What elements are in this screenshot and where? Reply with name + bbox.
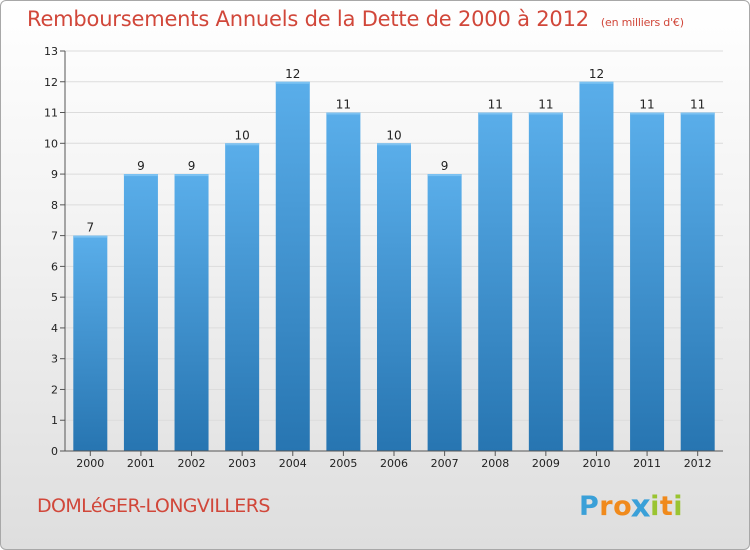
logo-letter: i — [650, 491, 660, 522]
logo-letter: t — [659, 491, 674, 522]
bar-2008 — [478, 112, 513, 452]
y-tick-label: 1 — [51, 414, 58, 427]
y-tick-label: 0 — [51, 445, 58, 458]
x-tick-label-2011: 2011 — [633, 457, 661, 470]
bar-2001 — [123, 174, 158, 452]
data-label-2003: 10 — [235, 128, 250, 142]
bar-highlight — [275, 81, 310, 84]
bar-highlight — [225, 143, 260, 146]
bar-2006 — [377, 143, 411, 452]
data-label-2008: 11 — [488, 98, 503, 112]
logo-letter: o — [613, 491, 633, 522]
x-tick-label-2003: 2003 — [228, 457, 256, 470]
data-label-2009: 11 — [538, 98, 553, 112]
place-name: DOMLéGER-LONGVILLERS — [37, 495, 270, 517]
data-label-2001: 9 — [137, 159, 145, 173]
y-tick-label: 11 — [44, 107, 58, 120]
bar-highlight — [579, 81, 614, 84]
bar-2004 — [275, 81, 310, 452]
x-tick-label-2006: 2006 — [380, 457, 408, 470]
data-label-2002: 9 — [188, 159, 196, 173]
bar-2010 — [579, 81, 614, 452]
y-tick-label: 8 — [51, 199, 58, 212]
bar-2005 — [326, 112, 361, 452]
y-tick-label: 5 — [51, 291, 58, 304]
x-tick-label-2010: 2010 — [582, 457, 610, 470]
bar-2012 — [680, 112, 715, 452]
proxiti-logo: Proxiti — [579, 488, 684, 525]
y-tick-label: 4 — [51, 322, 58, 335]
x-tick-label-2005: 2005 — [329, 457, 357, 470]
bar-highlight — [174, 174, 209, 177]
x-tick-label-2009: 2009 — [532, 457, 560, 470]
bar-highlight — [377, 143, 411, 146]
bar-highlight — [478, 112, 513, 115]
y-tick-label: 12 — [44, 76, 58, 89]
logo-letter: P — [579, 491, 600, 522]
bar-2007 — [427, 174, 462, 452]
x-tick-label-2004: 2004 — [279, 457, 307, 470]
bar-highlight — [680, 112, 715, 115]
data-label-2011: 11 — [639, 98, 654, 112]
chart-title-text: Remboursements Annuels de la Dette de 20… — [27, 7, 589, 31]
bar-highlight — [123, 174, 158, 177]
bar-highlight — [528, 112, 563, 115]
logo-letter: i — [673, 491, 684, 522]
data-label-2007: 9 — [441, 159, 449, 173]
data-label-2010: 12 — [589, 67, 604, 81]
x-tick-label-2001: 2001 — [127, 457, 155, 470]
data-label-2006: 10 — [386, 128, 401, 142]
bar-highlight — [630, 112, 665, 115]
y-tick-label: 7 — [51, 230, 58, 243]
bar-highlight — [73, 235, 108, 238]
y-tick-label: 9 — [51, 168, 58, 181]
bar-2011 — [630, 112, 665, 452]
data-label-2005: 11 — [336, 98, 351, 112]
x-tick-label-2012: 2012 — [684, 457, 712, 470]
bar-highlight — [326, 112, 361, 115]
data-label-2004: 12 — [285, 67, 300, 81]
y-tick-label: 6 — [51, 260, 58, 273]
bar-2003 — [225, 143, 260, 452]
bars — [73, 81, 715, 452]
bar-2009 — [528, 112, 563, 452]
y-tick-label: 3 — [51, 353, 58, 366]
data-label-2012: 11 — [690, 98, 705, 112]
x-tick-label-2007: 2007 — [431, 457, 459, 470]
y-tick-label: 13 — [44, 45, 58, 58]
logo-letter: x — [630, 488, 652, 525]
y-tick-label: 10 — [44, 137, 58, 150]
chart-subtitle: (en milliers d'€) — [600, 16, 684, 29]
logo-letter: r — [599, 491, 614, 522]
x-tick-label-2000: 2000 — [76, 457, 104, 470]
data-label-2000: 7 — [86, 221, 94, 235]
bar-2002 — [174, 174, 209, 452]
bar-highlight — [427, 174, 462, 177]
x-tick-label-2008: 2008 — [481, 457, 509, 470]
x-tick-label-2002: 2002 — [178, 457, 206, 470]
bar-2000 — [73, 235, 108, 451]
chart-title: Remboursements Annuels de la Dette de 20… — [27, 7, 684, 31]
data-labels: 7 9 9 10 12 11 10 9 11 11 12 11 11 — [86, 67, 705, 235]
y-tick-label: 2 — [51, 383, 58, 396]
